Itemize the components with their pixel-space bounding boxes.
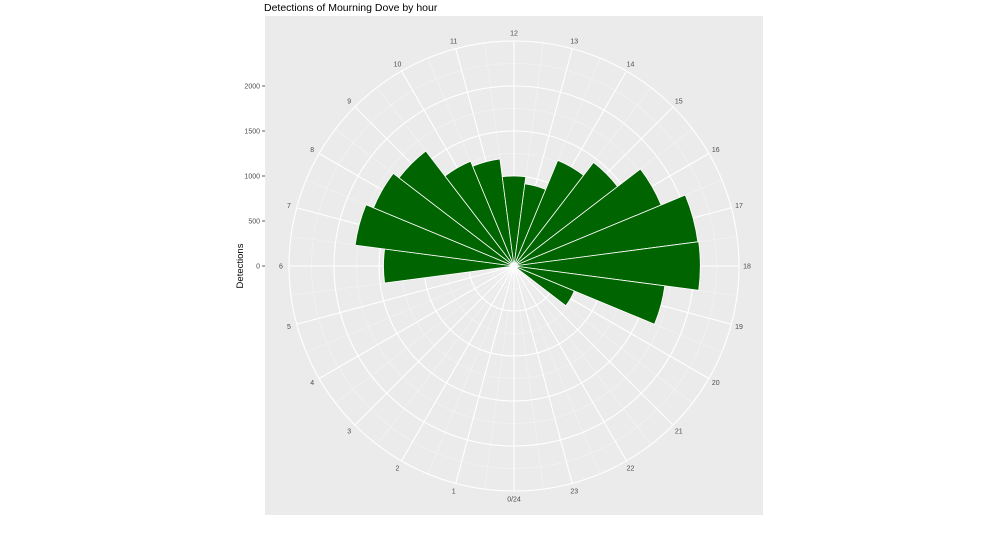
- hour-label-3: 3: [347, 428, 351, 435]
- y-axis: 0 500 1000 1500 2000: [244, 84, 265, 271]
- bar-hour-7: [354, 204, 515, 267]
- major-grid-spoke: [513, 265, 674, 426]
- minor-grid-spoke: [376, 265, 515, 445]
- minor-grid-spoke: [306, 265, 515, 353]
- bar-hour-9: [398, 150, 515, 267]
- hour-label-19: 19: [735, 324, 743, 331]
- y-axis-title: Detections: [235, 243, 246, 288]
- hour-labels: 0/24123456789101112131415161718192021222…: [279, 31, 751, 504]
- hour-label-11: 11: [450, 38, 457, 45]
- minor-grid-spoke: [484, 265, 515, 490]
- major-grid-spoke: [354, 265, 515, 426]
- hour-label-12: 12: [510, 31, 518, 38]
- hour-label-20: 20: [712, 380, 720, 387]
- hour-label-17: 17: [735, 203, 743, 210]
- bar-hour-12: [501, 175, 527, 267]
- hour-label-6: 6: [279, 264, 283, 271]
- bar-hour-18: [513, 241, 701, 291]
- y-tick-label: 1500: [244, 129, 260, 136]
- minor-grid-spoke: [427, 265, 515, 474]
- hour-label-14: 14: [627, 62, 635, 69]
- hour-label-5: 5: [287, 324, 291, 331]
- bar-hour-11: [472, 158, 515, 267]
- hour-label-7: 7: [287, 203, 291, 210]
- y-tick-label: 500: [248, 219, 260, 226]
- major-grid-spoke: [455, 265, 515, 484]
- bar-hour-20: [513, 265, 575, 307]
- minor-grid-spoke: [513, 265, 544, 490]
- hour-label-2: 2: [396, 465, 400, 472]
- hour-label-1: 1: [452, 489, 456, 496]
- hour-label-9: 9: [347, 99, 351, 106]
- bars: [354, 150, 701, 325]
- major-grid-spoke: [513, 265, 627, 462]
- chart-title: Detections of Mourning Dove by hour: [264, 2, 438, 14]
- hour-label-21: 21: [675, 428, 683, 435]
- hour-label-10: 10: [394, 62, 402, 69]
- y-tick-label: 0: [256, 264, 260, 271]
- bar-hour-19: [513, 265, 666, 325]
- hour-label-23: 23: [570, 489, 578, 496]
- major-grid-spoke: [401, 265, 515, 462]
- major-grid-spoke: [318, 265, 515, 379]
- hour-label-18: 18: [743, 264, 751, 271]
- hour-label-13: 13: [570, 38, 578, 45]
- hour-label-16: 16: [712, 147, 720, 154]
- minor-grid-spoke: [513, 265, 652, 445]
- hour-label-22: 22: [627, 465, 635, 472]
- minor-grid-spoke: [335, 265, 515, 404]
- y-tick-label: 1000: [244, 174, 260, 181]
- hour-label-0-24: 0/24: [507, 497, 521, 504]
- major-grid-spoke: [296, 265, 515, 325]
- major-grid-spoke: [513, 265, 573, 484]
- hour-label-8: 8: [310, 147, 314, 154]
- bar-hour-8: [372, 172, 515, 267]
- minor-grid-spoke: [513, 265, 601, 474]
- hour-label-4: 4: [310, 380, 314, 387]
- y-tick-label: 2000: [244, 84, 260, 91]
- hour-label-15: 15: [675, 99, 683, 106]
- bar-hour-10: [444, 160, 515, 267]
